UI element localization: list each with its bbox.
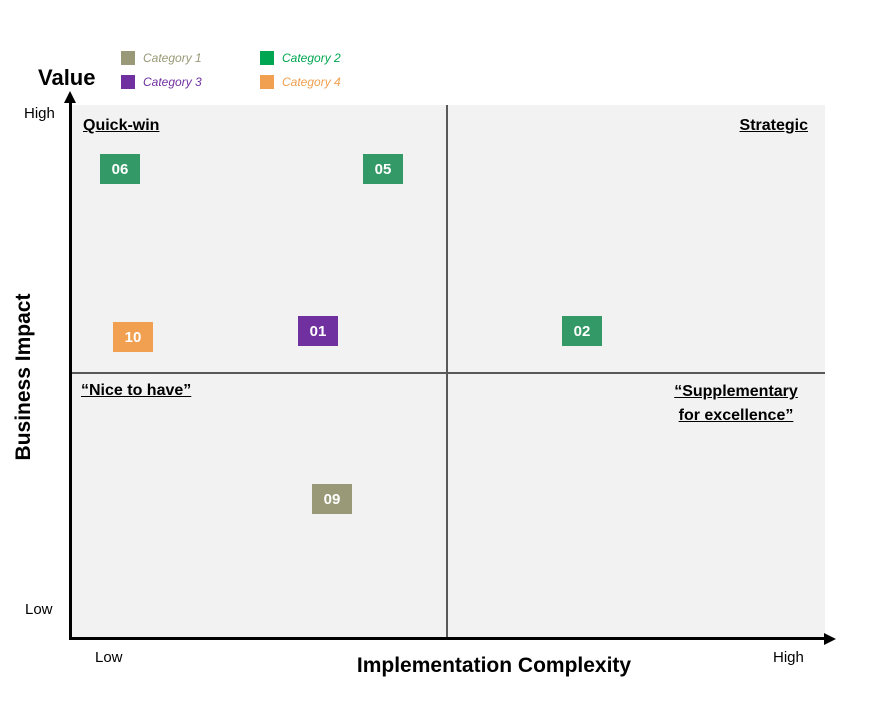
item-marker: 02 [562, 316, 602, 346]
legend-item-category-2: Category 2 [260, 50, 341, 66]
quadrant-label-line: for excellence” [678, 407, 794, 424]
x-high-label: High [773, 649, 804, 666]
y-axis-arrow-icon [64, 91, 76, 103]
y-high-label: High [24, 105, 55, 122]
item-marker: 10 [113, 322, 153, 352]
x-axis-arrow-icon [824, 633, 836, 645]
quadrant-label-strategic: Strategic [739, 117, 808, 134]
legend-item-category-3: Category 3 [121, 74, 202, 90]
y-low-label: Low [25, 601, 53, 618]
legend-item-category-4: Category 4 [260, 74, 341, 90]
quadrant-label-quick-win: Quick-win [83, 117, 160, 134]
legend-label: Category 1 [143, 51, 202, 65]
legend-label: Category 4 [282, 75, 341, 89]
y-axis-label: Business Impact [12, 293, 35, 461]
chart-title: Value [38, 65, 96, 90]
legend-item-category-1: Category 1 [121, 50, 202, 66]
legend-label: Category 3 [143, 75, 202, 89]
x-axis-line [69, 637, 826, 640]
horizontal-divider [72, 372, 825, 374]
legend-swatch [260, 51, 274, 65]
item-marker: 01 [298, 316, 338, 346]
quadrant-label-nice-to-have: “Nice to have” [81, 382, 192, 399]
x-axis-label: Implementation Complexity [356, 654, 632, 677]
legend-swatch [260, 75, 274, 89]
vertical-divider [446, 105, 448, 638]
x-low-label: Low [95, 649, 123, 666]
item-marker: 09 [312, 484, 352, 514]
item-marker: 06 [100, 154, 140, 184]
quadrant-label-supplementary: “Supplementary for excellence” [654, 380, 818, 428]
legend-swatch [121, 51, 135, 65]
item-marker: 05 [363, 154, 403, 184]
legend-swatch [121, 75, 135, 89]
y-axis-line [69, 100, 72, 640]
plot-area [72, 105, 825, 638]
quadrant-label-line: “Supplementary [674, 383, 798, 400]
legend-label: Category 2 [282, 51, 341, 65]
